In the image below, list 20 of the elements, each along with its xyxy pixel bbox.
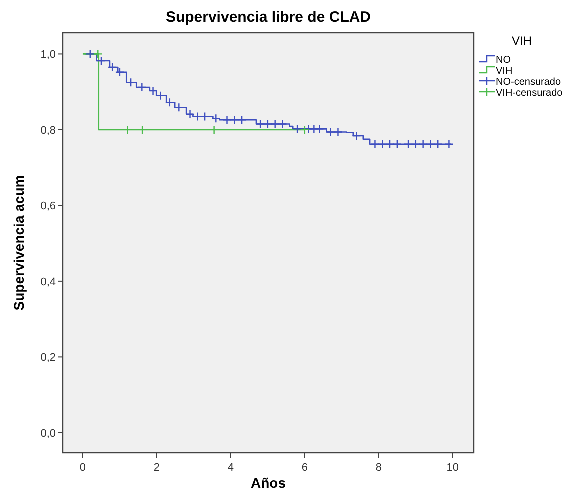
x-tick-label: 8 xyxy=(376,462,382,474)
x-axis-title: Años xyxy=(251,475,286,491)
y-tick-label: 0,8 xyxy=(40,124,56,137)
x-tick-label: 10 xyxy=(446,462,460,474)
y-tick-label: 0,4 xyxy=(40,276,56,288)
y-tick-label: 0,6 xyxy=(40,200,56,213)
y-tick-label: 0,2 xyxy=(40,352,56,364)
chart-title: Supervivencia libre de CLAD xyxy=(166,9,372,26)
y-axis-title: Supervivencia acum xyxy=(11,175,27,311)
legend-label: VIH-censurado xyxy=(496,88,564,99)
x-tick-label: 2 xyxy=(154,462,160,474)
legend-label: NO xyxy=(496,55,512,66)
legend-label: NO-censurado xyxy=(496,77,562,88)
x-tick-label: 0 xyxy=(80,462,86,474)
x-tick-label: 6 xyxy=(302,462,308,474)
x-tick-label: 4 xyxy=(228,462,234,474)
y-tick-label: 0,0 xyxy=(40,428,56,440)
legend-label: VIH xyxy=(496,66,513,77)
y-tick-label: 1,0 xyxy=(40,49,56,62)
legend-title: VIH xyxy=(512,34,532,48)
